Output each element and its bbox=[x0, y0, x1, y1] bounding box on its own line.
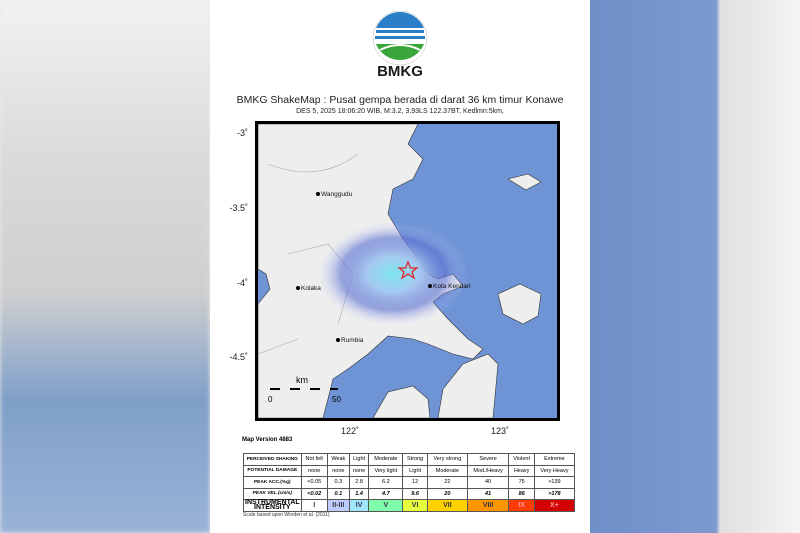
land-island-wawonii bbox=[497, 283, 542, 325]
legend-cell: V bbox=[368, 499, 404, 512]
land-island-north bbox=[507, 173, 542, 191]
legend-cell: 41 bbox=[466, 487, 510, 500]
scale-label: 0 bbox=[268, 395, 273, 404]
legend-cell: IV bbox=[348, 499, 370, 512]
legend-row-label: PERCEIVED SHAKING bbox=[243, 453, 302, 466]
legend-cell: none bbox=[326, 464, 350, 477]
shaking-intensity-area bbox=[318, 222, 468, 326]
legend-cell: IX bbox=[508, 499, 535, 512]
legend-cell: Very light bbox=[368, 464, 404, 477]
legend-cell: >178 bbox=[533, 487, 576, 500]
legend-cell: VI bbox=[402, 499, 428, 512]
legend-cell: 22 bbox=[427, 476, 468, 489]
city-label: Rumbia bbox=[341, 337, 364, 344]
legend-cell: none bbox=[348, 464, 370, 477]
city-label: Kolaka bbox=[301, 285, 321, 292]
legend-cell: Extreme bbox=[533, 453, 576, 466]
legend-cell: 40 bbox=[466, 476, 510, 489]
epicenter-star-icon bbox=[397, 260, 419, 280]
legend-cell: Weak bbox=[326, 453, 350, 466]
legend-cell: 2.8 bbox=[348, 476, 370, 489]
legend-row: PEAK ACC.(%g) <0.05 0.3 2.8 6.2 12 22 40 75 >139 bbox=[243, 476, 576, 489]
legend-row-label: POTENTIAL DAMAGE bbox=[243, 464, 302, 477]
lat-tick: -4˚ bbox=[237, 278, 248, 288]
background-left bbox=[0, 0, 210, 533]
legend-cell: 9.6 bbox=[402, 487, 428, 500]
bmkg-logo bbox=[372, 10, 428, 66]
legend-cell: Not felt bbox=[300, 453, 328, 466]
legend-cell: >139 bbox=[533, 476, 576, 489]
legend-cell: VII bbox=[427, 499, 468, 512]
legend-row-label: PEAK ACC.(%g) bbox=[243, 476, 302, 489]
scale-note: Scale based upon Worden et al. (2011) bbox=[243, 512, 330, 518]
legend-row-label: INSTRUMENTAL INTENSITY bbox=[243, 499, 302, 512]
shakemap-page: BMKG BMKG ShakeMap : Pusat gempa berada … bbox=[210, 0, 590, 533]
scale-label: 50 bbox=[332, 395, 341, 404]
lon-tick: 123˚ bbox=[491, 426, 510, 436]
legend-cell: 75 bbox=[508, 476, 535, 489]
legend-cell: Light bbox=[402, 464, 428, 477]
map-title: BMKG ShakeMap : Pusat gempa berada di da… bbox=[236, 94, 564, 106]
legend-cell: Moderate bbox=[427, 464, 468, 477]
lat-tick: -3˚ bbox=[237, 128, 248, 138]
city-label: Kota Kendari bbox=[433, 283, 471, 290]
legend-cell: <0.05 bbox=[300, 476, 328, 489]
legend-cell: Light bbox=[348, 453, 370, 466]
legend-cell: Severe bbox=[466, 453, 510, 466]
legend-cell: 12 bbox=[402, 476, 428, 489]
legend-cell: Violent bbox=[508, 453, 535, 466]
lon-tick: 122˚ bbox=[341, 426, 360, 436]
legend-cell: 4.7 bbox=[368, 487, 404, 500]
legend-cell: Moderate bbox=[368, 453, 404, 466]
legend-cell: Strong bbox=[402, 453, 428, 466]
legend-cell: 6.2 bbox=[368, 476, 404, 489]
shakemap[interactable]: Wanggudu Kolaka Kota Kendari Rumbia km 0… bbox=[255, 121, 560, 421]
legend-cell: Very Heavy bbox=[533, 464, 576, 477]
city-marker bbox=[296, 286, 300, 290]
legend-cell: VIII bbox=[466, 499, 510, 512]
legend-cell: Heavy bbox=[508, 464, 535, 477]
legend-cell: 0.3 bbox=[326, 476, 350, 489]
legend-cell: Very strong bbox=[427, 453, 468, 466]
city-marker bbox=[336, 338, 340, 342]
legend-cell: 20 bbox=[427, 487, 468, 500]
legend-cell: 86 bbox=[508, 487, 535, 500]
legend-cell: 0.1 bbox=[326, 487, 350, 500]
intensity-legend-table: PERCEIVED SHAKING Not felt Weak Light Modera… bbox=[243, 453, 576, 512]
brand-name: BMKG bbox=[377, 63, 423, 80]
city-marker bbox=[428, 284, 432, 288]
legend-cell: II-III bbox=[326, 499, 350, 512]
legend-row: INSTRUMENTAL INTENSITY I II-III IV V VI VII VII… bbox=[243, 499, 576, 512]
lat-tick: -3.5˚ bbox=[229, 203, 248, 213]
city-label: Wanggudu bbox=[321, 191, 353, 198]
legend-cell: X+ bbox=[533, 499, 576, 512]
legend-cell: Mod./Heavy bbox=[466, 464, 510, 477]
city-marker bbox=[316, 192, 320, 196]
background-right bbox=[590, 0, 800, 533]
legend-cell: none bbox=[300, 464, 328, 477]
scale-unit: km bbox=[296, 375, 308, 385]
legend-row: PEAK VEL.(cm/s) <0.02 0.1 1.4 4.7 9.6 20 41 86 >1… bbox=[243, 487, 576, 500]
legend-cell: I bbox=[300, 499, 328, 512]
lat-tick: -4.5˚ bbox=[229, 352, 248, 362]
event-details: DES 5, 2025 18:06:20 WIB, M:3.2, 3.93LS … bbox=[296, 108, 504, 115]
map-version: Map Version 4883 bbox=[242, 437, 293, 443]
legend-cell: 1.4 bbox=[348, 487, 370, 500]
map-canvas: Wanggudu Kolaka Kota Kendari Rumbia km 0… bbox=[257, 123, 557, 419]
legend-row: PERCEIVED SHAKING Not felt Weak Light Modera… bbox=[243, 453, 576, 466]
legend-row: POTENTIAL DAMAGE none none none Very light Li… bbox=[243, 464, 576, 477]
legend-row-label: PEAK VEL.(cm/s) bbox=[243, 487, 302, 500]
legend-cell: <0.02 bbox=[300, 487, 328, 500]
